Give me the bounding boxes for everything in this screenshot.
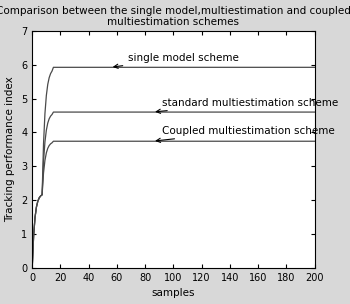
X-axis label: samples: samples [152, 288, 195, 299]
Text: single model scheme: single model scheme [114, 53, 239, 68]
Title: Comparison between the single model,multiestimation and coupled
multiestimation : Comparison between the single model,mult… [0, 5, 350, 27]
Y-axis label: Tracking performance index: Tracking performance index [6, 77, 15, 222]
Text: Coupled multiestimation scheme: Coupled multiestimation scheme [156, 126, 335, 142]
Text: standard multiestimation scheme: standard multiestimation scheme [156, 98, 338, 113]
